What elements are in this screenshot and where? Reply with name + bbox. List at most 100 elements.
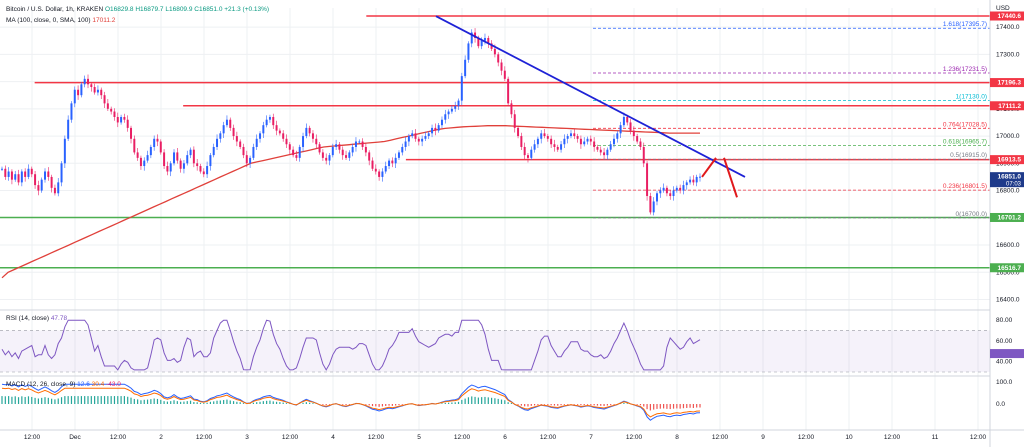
candle-body — [308, 127, 311, 134]
candle-body — [37, 185, 40, 191]
candle-body — [1, 168, 3, 170]
price-tick: 16500.0 — [996, 269, 1020, 276]
candle-body — [576, 136, 579, 139]
candle-body — [298, 146, 301, 158]
candle-body — [219, 133, 222, 139]
candle-body — [444, 114, 447, 120]
candle-body — [143, 160, 146, 167]
candle-body — [120, 116, 123, 123]
candle-body — [636, 136, 639, 142]
candle-body — [474, 32, 477, 38]
candle-body — [113, 111, 116, 117]
price-tick: 17400.0 — [996, 24, 1020, 31]
fib-label: 1(17130.0) — [956, 94, 987, 101]
time-tick: Dec — [69, 434, 81, 441]
candle-body — [606, 149, 609, 156]
price-badge — [990, 172, 1024, 188]
macd-value-1: 12.6 — [77, 381, 90, 388]
candle-body — [179, 160, 182, 169]
candle-body — [626, 116, 629, 123]
candle-body — [411, 133, 414, 137]
candle-body — [87, 78, 90, 85]
candle-body — [543, 133, 546, 137]
fib-label: 0.618(16965.7) — [943, 138, 987, 145]
candle-body — [417, 138, 420, 142]
candle-body — [609, 144, 612, 150]
rsi-tick: 40.00 — [996, 359, 1013, 366]
candle-body — [318, 144, 321, 153]
candle-body — [136, 152, 139, 158]
candle-body — [682, 185, 685, 191]
candle-body — [520, 136, 523, 147]
candle-body — [563, 138, 566, 145]
candle-body — [222, 125, 225, 134]
candle-body — [612, 138, 615, 145]
candle-body — [632, 130, 635, 137]
candle-body — [619, 125, 622, 134]
candle-body — [153, 138, 156, 147]
candle-body — [24, 171, 27, 177]
price-tick: 16600.0 — [996, 242, 1020, 249]
candle-body — [695, 176, 698, 183]
candle-body — [288, 144, 291, 150]
candle-body — [493, 48, 496, 55]
legend-ma: MA (100, close, 0, SMA, 100) 17011.2 — [6, 17, 115, 24]
candle-body — [407, 136, 410, 142]
candle-body — [90, 84, 93, 88]
candle-body — [596, 146, 599, 150]
fib-label: 0(16700.0) — [956, 211, 987, 218]
candle-body — [388, 160, 391, 167]
candle-body — [507, 78, 510, 104]
candle-body — [182, 163, 185, 169]
candle-body — [440, 119, 443, 126]
candle-body — [467, 43, 470, 60]
candles — [1, 28, 701, 216]
candle-body — [526, 155, 529, 158]
candle-body — [268, 116, 271, 120]
fib-label: 0.764(17028.5) — [943, 121, 987, 128]
candle-body — [199, 166, 202, 172]
candle-body — [675, 187, 678, 191]
candle-body — [642, 146, 645, 164]
candle-body — [17, 174, 20, 183]
ma-label: MA (100, close, 0, SMA, 100) — [6, 17, 91, 24]
candle-body — [656, 193, 658, 202]
candle-body — [278, 130, 281, 134]
candle-body — [295, 155, 298, 158]
candle-body — [685, 182, 688, 186]
candle-body — [665, 187, 668, 194]
candle-body — [282, 133, 285, 139]
symbol-label: Bitcoin / U.S. Dollar, 1h, KRAKEN — [6, 6, 104, 13]
candle-body — [53, 187, 56, 194]
candle-body — [302, 136, 305, 147]
price-badge-label: 17196.3 — [998, 80, 1022, 87]
rsi-band — [0, 330, 990, 372]
candle-body — [189, 149, 192, 156]
signal-line — [1, 387, 701, 418]
candle-body — [470, 32, 473, 44]
candle-body — [566, 136, 569, 139]
candle-body — [629, 122, 632, 131]
rsi-badge — [990, 349, 1024, 359]
price-badge-label: 17111.2 — [998, 103, 1021, 110]
candle-body — [209, 155, 212, 167]
candle-body — [169, 163, 172, 172]
candle-body — [255, 138, 258, 147]
candle-body — [490, 43, 493, 49]
candle-body — [434, 127, 437, 131]
candle-body — [364, 146, 367, 153]
time-tick: 12:00 — [196, 434, 213, 441]
candle-body — [202, 171, 205, 175]
candle-body — [464, 59, 467, 77]
time-tick: 3 — [245, 434, 249, 441]
trendline-group — [435, 15, 746, 198]
time-tick: 10 — [845, 434, 853, 441]
candle-body — [368, 152, 371, 161]
time-tick: 12:00 — [884, 434, 901, 441]
candle-body — [4, 168, 7, 177]
candle-body — [391, 160, 394, 164]
rsi-pane — [0, 319, 990, 373]
candle-body — [292, 149, 295, 156]
candle-body — [530, 149, 533, 158]
